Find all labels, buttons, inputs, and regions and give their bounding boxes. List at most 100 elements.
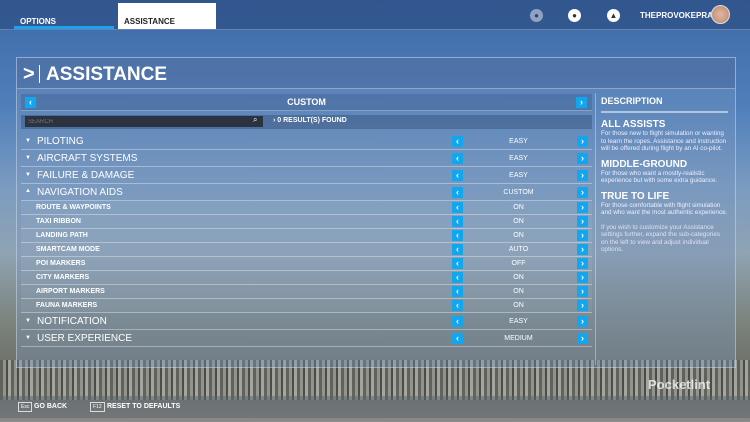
chevron-right-icon[interactable]: › [577, 333, 588, 344]
chevron-left-icon[interactable]: ‹ [452, 187, 463, 198]
description-heading: DESCRIPTION [601, 96, 728, 113]
row-value: ON [513, 288, 524, 295]
row-value: EASY [509, 138, 528, 145]
row-label: PILOTING [37, 136, 84, 147]
row-label: FAILURE & DAMAGE [37, 170, 135, 181]
row-value: AUTO [508, 246, 529, 253]
category-row[interactable]: ▼ FAILURE & DAMAGE ‹ EASY › [21, 167, 592, 184]
bottom-bar: Esc GO BACK F12 RESET TO DEFAULTS [0, 396, 750, 418]
f12-key-icon: F12 [90, 402, 105, 412]
category-row[interactable]: ▼ NOTIFICATION ‹ EASY › [21, 313, 592, 330]
row-label: AIRPORT MARKERS [36, 288, 105, 295]
caret-down-icon[interactable]: ▼ [25, 335, 31, 341]
chevron-left-icon[interactable]: ‹ [452, 272, 463, 283]
row-value: EASY [509, 155, 528, 162]
reset-defaults-button[interactable]: RESET TO DEFAULTS [107, 403, 181, 410]
row-label: FAUNA MARKERS [36, 302, 98, 309]
tab-assistance[interactable]: ASSISTANCE [118, 3, 216, 29]
chevron-right-icon[interactable]: › [577, 300, 588, 311]
section-text: For those who want a mostly-realistic ex… [601, 169, 718, 185]
row-value: CUSTOM [503, 189, 534, 196]
caret-down-icon[interactable]: ▼ [25, 138, 31, 144]
top-bar: OPTIONS ASSISTANCE ● ● ▲ THEPROVOKEPRAWN [0, 0, 750, 30]
row-label: NOTIFICATION [37, 316, 107, 327]
preset-selector[interactable]: ‹ CUSTOM › [21, 94, 592, 111]
profile-icon[interactable]: ● [568, 9, 581, 22]
category-row[interactable]: ▼ USER EXPERIENCE ‹ MEDIUM › [21, 330, 592, 347]
notification-bell-icon[interactable]: ▲ [607, 9, 620, 22]
row-label: CITY MARKERS [36, 274, 90, 281]
search-row: ⌕ › 0 RESULT(S) FOUND [21, 115, 592, 129]
go-back-button[interactable]: GO BACK [34, 403, 68, 410]
setting-row[interactable]: SMARTCAM MODE ‹ AUTO › [21, 243, 592, 257]
chevron-right-icon: > [23, 63, 35, 85]
setting-row[interactable]: POI MARKERS ‹ OFF › [21, 257, 592, 271]
chevron-right-icon[interactable]: › [577, 258, 588, 269]
chevron-left-icon[interactable]: ‹ [452, 170, 463, 181]
row-label: NAVIGATION AIDS [37, 187, 123, 198]
avatar[interactable] [711, 5, 730, 24]
chevron-right-icon[interactable]: › [577, 187, 588, 198]
chevron-left-icon[interactable]: ‹ [452, 136, 463, 147]
page-title: ASSISTANCE [46, 64, 168, 85]
chevron-left-icon[interactable]: ‹ [452, 300, 463, 311]
chevron-right-icon[interactable]: › [577, 286, 588, 297]
row-label: POI MARKERS [36, 260, 86, 267]
row-value: EASY [509, 172, 528, 179]
category-row[interactable]: ▲ NAVIGATION AIDS ‹ CUSTOM › [21, 184, 592, 201]
chevron-left-icon[interactable]: ‹ [452, 153, 463, 164]
chevron-left-icon[interactable]: ‹ [452, 202, 463, 213]
chevron-right-icon[interactable]: › [577, 153, 588, 164]
section-title: ALL ASSISTS [601, 119, 666, 130]
setting-row[interactable]: ROUTE & WAYPOINTS ‹ ON › [21, 201, 592, 215]
chevron-right-icon[interactable]: › [577, 230, 588, 241]
row-value: ON [513, 218, 524, 225]
caret-up-icon[interactable]: ▲ [25, 188, 31, 194]
description-pane: DESCRIPTION ALL ASSISTS For those new to… [595, 93, 733, 365]
chevron-left-icon[interactable]: ‹ [452, 316, 463, 327]
row-value: ON [513, 274, 524, 281]
chevron-left-icon[interactable]: ‹ [452, 333, 463, 344]
setting-row[interactable]: CITY MARKERS ‹ ON › [21, 271, 592, 285]
caret-down-icon[interactable]: ▼ [25, 155, 31, 161]
setting-row[interactable]: LANDING PATH ‹ ON › [21, 229, 592, 243]
chevron-right-icon[interactable]: › [577, 136, 588, 147]
chevron-left-icon[interactable]: ‹ [452, 230, 463, 241]
setting-row[interactable]: FAUNA MARKERS ‹ ON › [21, 299, 592, 313]
chevron-right-icon[interactable]: › [577, 170, 588, 181]
settings-list-pane: ‹ CUSTOM › ⌕ › 0 RESULT(S) FOUND ▼ PILOTI… [21, 93, 592, 365]
chevron-right-icon[interactable]: › [577, 244, 588, 255]
results-count: 0 RESULT(S) FOUND [277, 117, 347, 124]
caret-down-icon[interactable]: ▼ [25, 172, 31, 178]
esc-key-icon: Esc [18, 402, 33, 412]
chevron-left-icon[interactable]: ‹ [452, 244, 463, 255]
tab-options[interactable]: OPTIONS [14, 3, 114, 29]
section-text: For those comfortable with flight simula… [601, 201, 728, 217]
chevron-left-icon[interactable]: ‹ [25, 97, 36, 108]
category-row[interactable]: ▼ AIRCRAFT SYSTEMS ‹ EASY › [21, 150, 592, 167]
row-label: SMARTCAM MODE [36, 246, 100, 253]
assistance-panel: > ASSISTANCE ‹ CUSTOM › ⌕ › 0 RESULT(S) … [16, 57, 736, 368]
chevron-right-icon[interactable]: › [577, 202, 588, 213]
setting-row[interactable]: TAXI RIBBON ‹ ON › [21, 215, 592, 229]
search-icon[interactable]: ⌕ [253, 115, 258, 124]
category-row[interactable]: ▼ PILOTING ‹ EASY › [21, 133, 592, 150]
chevron-right-icon[interactable]: › [576, 97, 587, 108]
chevron-left-icon[interactable]: ‹ [452, 216, 463, 227]
row-label: TAXI RIBBON [36, 218, 81, 225]
row-value: ON [513, 204, 524, 211]
chevron-left-icon[interactable]: ‹ [452, 286, 463, 297]
row-label: LANDING PATH [36, 232, 88, 239]
watermark: Pocketlint [648, 377, 711, 392]
chevron-right-icon[interactable]: › [577, 216, 588, 227]
chevron-left-icon[interactable]: ‹ [452, 258, 463, 269]
caret-down-icon[interactable]: ▼ [25, 318, 31, 324]
section-title: TRUE TO LIFE [601, 190, 670, 202]
setting-row[interactable]: AIRPORT MARKERS ‹ ON › [21, 285, 592, 299]
search-input[interactable] [25, 116, 263, 127]
friends-icon[interactable]: ● [530, 9, 543, 22]
chevron-right-icon[interactable]: › [577, 316, 588, 327]
username[interactable]: THEPROVOKEPRAWN [640, 11, 726, 20]
row-value: EASY [509, 318, 528, 325]
chevron-right-icon[interactable]: › [577, 272, 588, 283]
